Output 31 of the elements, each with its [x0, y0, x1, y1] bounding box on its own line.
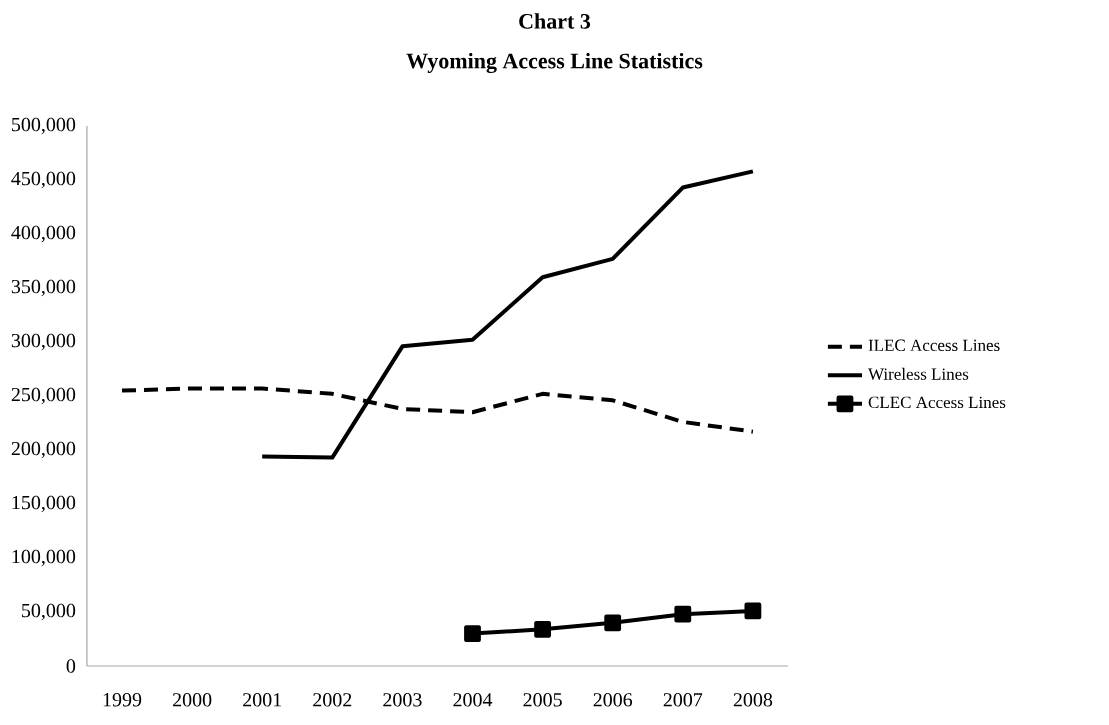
y-tick-label: 100,000 [12, 549, 76, 567]
y-tick-label: 300,000 [11, 333, 76, 351]
point [674, 605, 692, 623]
y-tick-label: 450,000 [11, 171, 76, 189]
x-tick-label: 2008 [733, 693, 773, 707]
legend-label: ILEC Access Lines [868, 339, 1000, 352]
x-tick-label: 2007 [663, 693, 703, 707]
y-tick-label: 500,000 [12, 117, 76, 135]
point [464, 625, 481, 642]
x-tick-label: 2006 [593, 693, 633, 707]
legend-label: Wireless Lines [868, 367, 969, 380]
point [744, 602, 762, 620]
x-tick-label: 2001 [243, 693, 282, 707]
x-tick-label: 2004 [453, 693, 493, 707]
x-tick-label: 2000 [172, 693, 212, 707]
y-tick-label: 200,000 [11, 441, 76, 459]
point [604, 614, 622, 632]
y-tick-label: 0 [66, 659, 76, 673]
legend-label: CLEC Access Lines [868, 396, 1006, 409]
y-tick-label: 150,000 [12, 495, 76, 513]
y-tick-label: 400,000 [11, 225, 76, 243]
x-tick-label: 2003 [383, 693, 422, 707]
y-tick-label: 50,000 [22, 603, 76, 621]
x-tick-label: 1999 [103, 693, 142, 707]
x-tick-label: 2005 [523, 693, 562, 707]
point [534, 620, 551, 638]
y-tick-label: 350,000 [11, 279, 76, 297]
y-tick-label: 250,000 [11, 387, 76, 405]
x-tick-label: 2002 [313, 693, 352, 707]
chart-title: Chart 3 [519, 13, 591, 29]
chart-subtitle: Wyoming Access Line Statistics [406, 52, 703, 74]
